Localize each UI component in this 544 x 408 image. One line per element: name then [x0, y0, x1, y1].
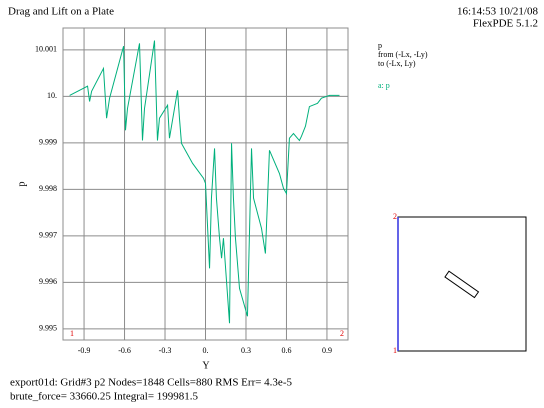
- footer-line: export01d: Grid#3 p2 Nodes=1848 Cells=88…: [10, 377, 292, 389]
- inset-endpoint-label: 2: [393, 212, 397, 221]
- x-tick-label: 0.9: [322, 346, 332, 355]
- data-line: [69, 40, 340, 324]
- plate: [444, 270, 480, 299]
- legend-to: to (-Lx, Ly): [378, 59, 416, 68]
- inset-endpoint-label: 1: [393, 346, 397, 355]
- y-tick-label: 10.001: [35, 45, 57, 54]
- y-axis-label: p: [16, 182, 27, 187]
- y-tick-label: 9.999: [39, 138, 57, 147]
- y-tick-label: 9.995: [39, 324, 57, 333]
- y-tick-label: 9.996: [39, 277, 57, 286]
- legend-entry: a: p: [378, 81, 390, 90]
- x-axis-label: Y: [202, 360, 209, 371]
- y-tick-label: 9.997: [39, 231, 57, 240]
- domain-box: [397, 216, 527, 352]
- chart-title: Drag and Lift on a Plate: [8, 6, 114, 18]
- legend-from: from (-Lx, -Ly): [378, 50, 428, 59]
- program: FlexPDE 5.1.2: [473, 18, 538, 30]
- endpoint-label: 1: [70, 329, 74, 338]
- x-tick-label: 0.6: [281, 346, 291, 355]
- endpoint-label: 2: [340, 329, 344, 338]
- x-tick-label: -0.9: [78, 346, 91, 355]
- y-tick-label: 10.: [47, 91, 57, 100]
- footer-line: brute_force= 33660.25 Integral= 199981.5: [10, 391, 199, 403]
- x-tick-label: -0.6: [118, 346, 131, 355]
- x-tick-label: 0.: [203, 346, 209, 355]
- timestamp: 16:14:53 10/21/08: [457, 6, 538, 18]
- legend-title: p: [378, 41, 382, 50]
- x-tick-label: 0.3: [241, 346, 251, 355]
- y-tick-label: 9.998: [39, 184, 57, 193]
- x-tick-label: -0.3: [159, 346, 172, 355]
- domain-inset: [397, 216, 527, 352]
